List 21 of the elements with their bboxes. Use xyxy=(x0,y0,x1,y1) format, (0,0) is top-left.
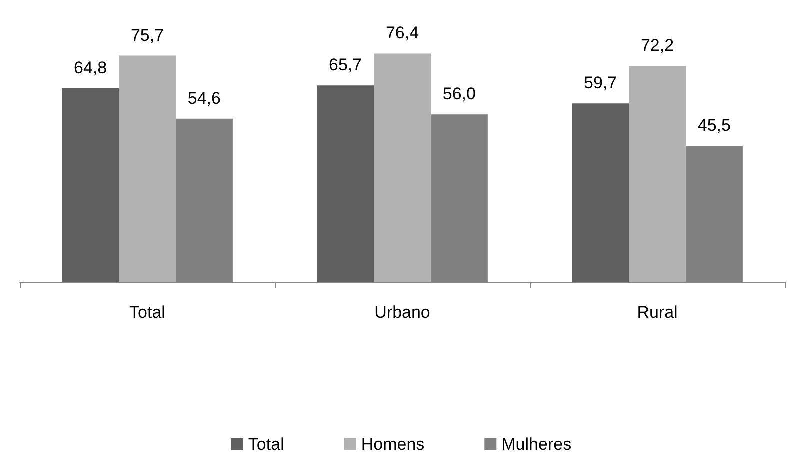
data-label: 75,7 xyxy=(130,26,164,45)
x-tick-label: Rural xyxy=(637,303,678,322)
x-tick-label: Total xyxy=(130,303,166,322)
bar xyxy=(317,86,374,282)
bar xyxy=(572,104,630,282)
data-label: 54,6 xyxy=(188,88,221,108)
data-label: 65,7 xyxy=(329,56,362,75)
data-label: 64,8 xyxy=(74,58,108,78)
data-label: 72,2 xyxy=(640,36,674,56)
data-label: 59,7 xyxy=(584,74,618,93)
legend-label: Mulheres xyxy=(502,435,572,454)
legend-label: Total xyxy=(248,435,284,454)
data-label: 45,5 xyxy=(698,116,731,136)
bar xyxy=(62,88,120,282)
bar xyxy=(119,56,176,282)
x-tick-label: Urbano xyxy=(374,303,430,322)
data-label: 56,0 xyxy=(442,84,476,104)
bar xyxy=(374,54,431,282)
bar xyxy=(629,66,686,282)
data-label: 76,4 xyxy=(386,24,420,43)
legend-label: Homens xyxy=(361,435,425,454)
